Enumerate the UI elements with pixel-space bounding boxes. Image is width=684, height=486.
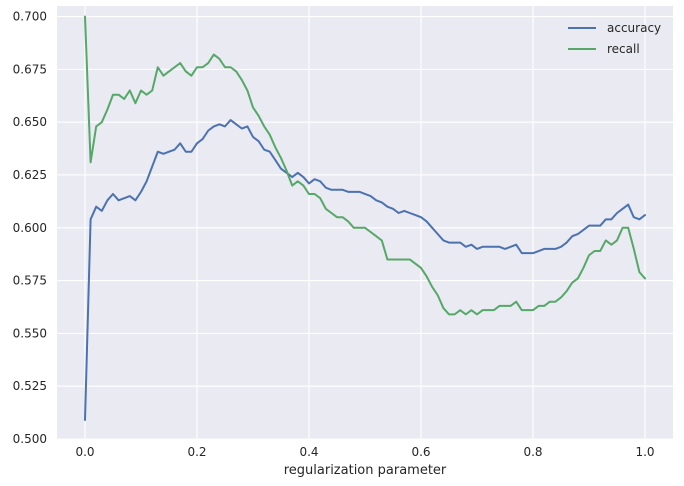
legend-label-accuracy: accuracy: [607, 21, 661, 35]
x-tick-label: 1.0: [635, 445, 654, 459]
y-tick-label: 0.650: [13, 115, 47, 129]
y-tick-label: 0.550: [13, 326, 47, 340]
y-tick-label: 0.575: [13, 274, 47, 288]
x-tick-label: 0.0: [75, 445, 94, 459]
x-tick-label: 0.2: [187, 445, 206, 459]
x-tick-label: 0.8: [523, 445, 542, 459]
y-tick-label: 0.500: [13, 432, 47, 446]
y-tick-label: 0.525: [13, 379, 47, 393]
y-tick-label: 0.700: [13, 10, 47, 24]
y-axis: 0.500 0.525 0.550 0.575 0.600 0.625 0.650 0.675…: [13, 10, 47, 446]
y-tick-label: 0.600: [13, 221, 47, 235]
plot-area: [57, 6, 673, 439]
y-tick-label: 0.675: [13, 62, 47, 76]
series-layer: [84, 15, 646, 421]
series-line-accuracy: [84, 119, 646, 421]
x-axis: 0.0 0.2 0.4 0.6 0.8 1.0: [75, 445, 654, 459]
legend: accuracy recall: [568, 21, 661, 56]
x-tick-label: 0.4: [299, 445, 318, 459]
x-axis-label: regularization parameter: [284, 463, 447, 478]
legend-label-recall: recall: [607, 42, 640, 56]
x-tick-label: 0.6: [411, 445, 430, 459]
y-tick-label: 0.625: [13, 168, 47, 182]
series-line-recall: [84, 15, 646, 316]
